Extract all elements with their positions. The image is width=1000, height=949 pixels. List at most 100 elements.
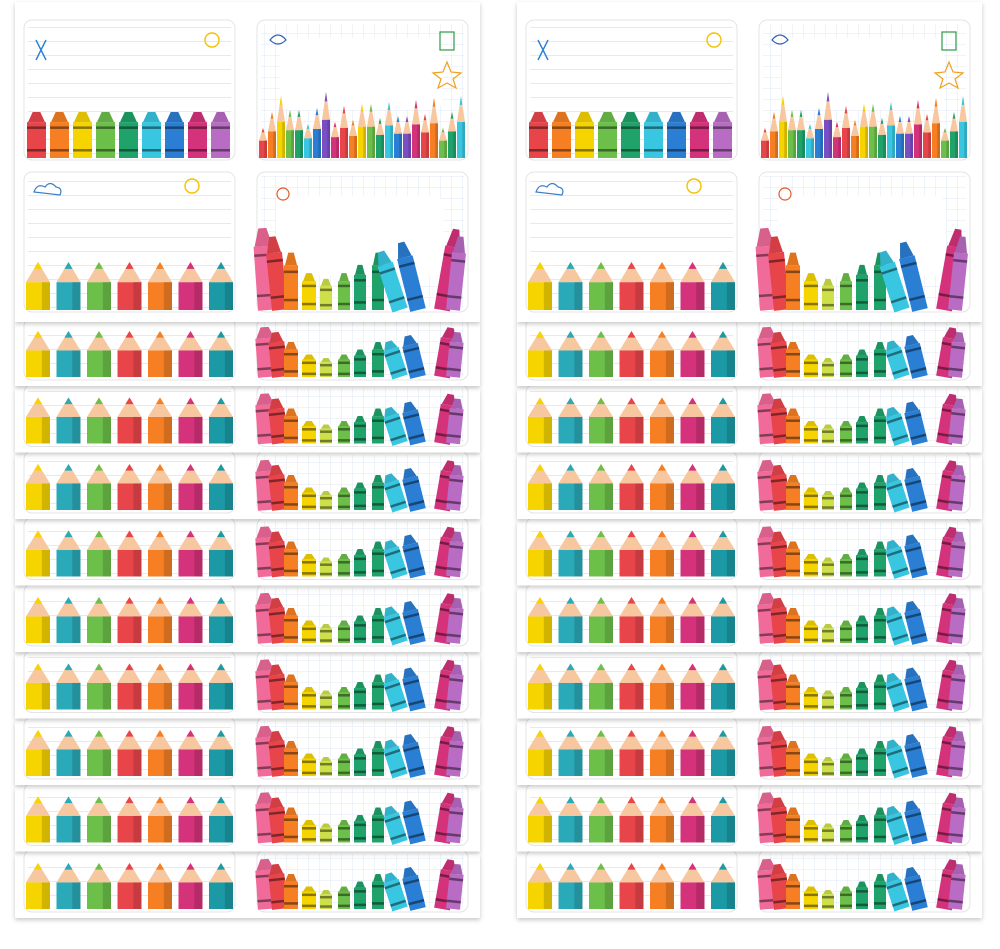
crayon-band	[372, 702, 384, 706]
crayon-band	[211, 126, 230, 129]
pencil-shade	[726, 815, 735, 843]
pencil-wood	[26, 730, 50, 750]
pencil-lead	[288, 110, 292, 117]
crayon-tip	[841, 421, 851, 426]
pencil-lead	[125, 597, 134, 604]
crayon-band	[886, 416, 903, 424]
crayon-band	[338, 694, 350, 697]
crayon	[284, 252, 298, 310]
pencil-lead	[566, 663, 575, 671]
crayon-tip	[373, 674, 383, 683]
pencil-shade	[635, 616, 644, 643]
doodle-house	[941, 31, 957, 51]
crayon-band	[910, 766, 927, 773]
crayon-band	[372, 370, 384, 373]
crayon-band	[804, 428, 818, 431]
crayon-band	[284, 618, 298, 622]
crayon-band	[449, 744, 464, 749]
crayon-band	[390, 500, 407, 508]
pencil-lead	[925, 114, 929, 121]
pencil-wood	[117, 663, 142, 683]
crayon-band	[770, 611, 787, 616]
pencil-shade	[417, 124, 420, 158]
crayon	[402, 401, 426, 446]
pencil-wood	[619, 464, 644, 484]
crayon-band	[770, 877, 787, 882]
crayon-tip	[321, 557, 331, 562]
crayon	[804, 487, 818, 510]
crayon-tip	[875, 874, 885, 882]
crayon-tip	[384, 473, 398, 485]
pencil-body	[932, 123, 940, 158]
crayon-band	[892, 633, 909, 641]
crayon-tip	[823, 424, 833, 429]
pencil-wood	[650, 262, 674, 283]
pencil-shade	[133, 682, 142, 710]
crayon-band	[690, 149, 709, 152]
crayon	[856, 615, 868, 643]
pencil-lead	[566, 863, 575, 870]
crayon-band	[403, 745, 420, 753]
crayon-band	[268, 345, 285, 350]
pencil-wood	[589, 730, 613, 750]
crayon-band	[822, 572, 834, 576]
pencil-lead	[125, 730, 134, 737]
crayon-tip	[256, 725, 275, 738]
pencil-shade	[390, 125, 393, 158]
crayon-band	[886, 882, 903, 890]
pencil-shade	[574, 749, 583, 776]
crayon-band	[372, 751, 384, 755]
crayon-band	[284, 436, 298, 440]
pencil-shade	[408, 133, 411, 158]
crayon-tip	[441, 659, 456, 673]
crayon	[840, 554, 852, 577]
crayon	[96, 112, 115, 158]
crayon-band	[822, 303, 834, 307]
pencil-wood	[711, 663, 735, 683]
sheet-strip	[15, 583, 480, 652]
crayon-tip	[943, 393, 958, 407]
pencil-shade	[194, 882, 203, 909]
crayon-band	[449, 545, 464, 549]
pencil-lead	[596, 331, 606, 338]
crayon-band	[142, 126, 161, 129]
pencil-lead	[596, 530, 606, 538]
crayon-band	[338, 827, 350, 830]
pencil-lead	[763, 128, 767, 133]
pencil-lead	[33, 597, 43, 604]
crayon	[354, 682, 366, 710]
crayon-band	[268, 877, 285, 882]
pencil-lead	[657, 730, 667, 737]
crayon-band	[268, 677, 285, 683]
crayon-band	[338, 505, 350, 509]
sheet-strip	[517, 650, 982, 719]
crayon-tip	[269, 664, 284, 676]
crayon-tip	[691, 112, 708, 123]
crayon	[822, 424, 834, 444]
pencil-shade	[635, 682, 644, 710]
pencil-lead	[627, 663, 636, 671]
crayon-band	[211, 149, 230, 152]
pencil-lead	[535, 730, 545, 737]
crayon-band	[951, 811, 966, 815]
crayon	[320, 557, 332, 577]
pencil-wood	[26, 863, 50, 883]
crayon-tip	[758, 659, 777, 672]
pencil-body	[761, 140, 769, 158]
crayon	[856, 264, 868, 310]
crayon	[446, 730, 464, 777]
crayon-tip	[339, 354, 349, 360]
pencil-lead	[596, 597, 606, 604]
crayon-band	[890, 296, 907, 304]
crayon-band	[856, 770, 868, 774]
crayon-tip	[51, 112, 68, 123]
sheet-strip	[15, 783, 480, 852]
crayon	[320, 823, 332, 843]
crayon-tip	[886, 872, 900, 884]
pencil-lead	[216, 796, 226, 804]
pencil-body	[439, 140, 447, 158]
crayon	[856, 682, 868, 710]
crayon	[119, 112, 138, 158]
pencil-shade	[635, 483, 644, 510]
crayon	[948, 464, 966, 511]
